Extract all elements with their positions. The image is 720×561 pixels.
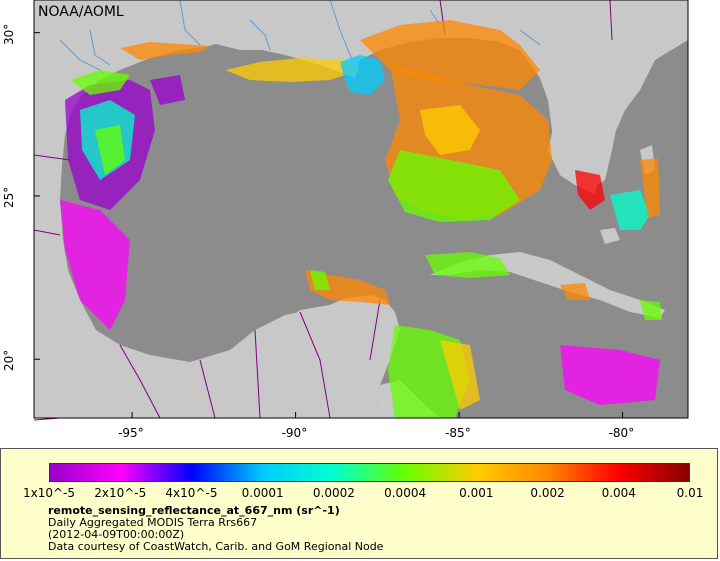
- map-frame: [33, 0, 689, 419]
- variable-name: remote_sensing_reflectance_at_667_nm (sr…: [48, 504, 340, 517]
- legend-panel: 1x10^-5 2x10^-5 4x10^-5 0.0001 0.0002 0.0004 0…: [0, 448, 718, 559]
- lat-label: 20°: [2, 349, 16, 372]
- data-patch: [420, 105, 480, 155]
- border-line: [199, 359, 216, 419]
- map-panel: [33, 0, 689, 421]
- data-patch: [310, 270, 330, 290]
- data-patch: [388, 150, 520, 222]
- colorbar-tick-label: 0.0002: [312, 486, 355, 500]
- colorbar-tick-label: 1x10^-5: [22, 486, 76, 500]
- land-florida: [520, 30, 618, 190]
- colorbar-tick-label: 0.001: [459, 486, 494, 500]
- dataset-title: Daily Aggregated MODIS Terra Rrs667: [48, 516, 258, 529]
- lat-label: 30°: [2, 23, 16, 45]
- colorbar-tick-label: 0.0001: [241, 486, 284, 500]
- border-line: [254, 329, 261, 419]
- lon-label: -80°: [608, 426, 635, 440]
- land-us-coast: [216, 0, 582, 185]
- colorbar-tick-label: 0.004: [601, 486, 636, 500]
- reflectance-data-overlay: [60, 20, 662, 418]
- data-patch: [610, 190, 650, 230]
- data-patch: [120, 42, 210, 60]
- river-line: [249, 19, 271, 51]
- land-bahamas-2: [600, 228, 620, 244]
- colorbar: [49, 463, 690, 482]
- data-patch: [340, 55, 385, 95]
- lon-label: -90°: [281, 426, 308, 440]
- colorbar-tick-label: 0.0004: [384, 486, 427, 500]
- brand-label: NOAA/AOML: [38, 4, 124, 20]
- border-line: [609, 0, 613, 41]
- dataset-time: (2012-04-09T00:00:00Z): [48, 528, 185, 541]
- land-yucatan: [255, 297, 398, 418]
- data-patch: [95, 125, 125, 175]
- colorbar-tick-label: 4x10^-5: [165, 486, 218, 500]
- border-line: [299, 311, 331, 419]
- data-patch: [560, 345, 660, 405]
- lat-label: 25°: [2, 186, 16, 208]
- axis-ticks: [34, 32, 624, 418]
- river-line: [519, 29, 541, 46]
- river-line: [89, 29, 111, 66]
- river-line: [329, 0, 353, 61]
- river-line: [179, 0, 201, 46]
- colorbar-tick-label: 0.002: [530, 486, 565, 500]
- data-patch: [425, 252, 510, 278]
- data-patch: [70, 70, 130, 95]
- border-line: [119, 344, 161, 419]
- lon-label: -95°: [118, 426, 144, 440]
- data-patch: [440, 340, 480, 410]
- border-line: [369, 299, 381, 361]
- data-patch: [560, 283, 590, 300]
- border-line: [33, 154, 71, 161]
- data-patch: [150, 75, 185, 105]
- lon-label: -85°: [445, 426, 471, 440]
- data-patch: [640, 300, 662, 320]
- data-credit: Data courtesy of CoastWatch, Carib. and …: [48, 540, 384, 553]
- border-line: [33, 229, 61, 236]
- data-patch: [60, 200, 130, 330]
- colorbar-tick-label: 0.01: [676, 486, 704, 500]
- data-patch: [640, 158, 660, 218]
- data-patch: [575, 170, 605, 210]
- data-patch: [225, 58, 360, 82]
- colorbar-tick-label: 2x10^-5: [94, 486, 147, 500]
